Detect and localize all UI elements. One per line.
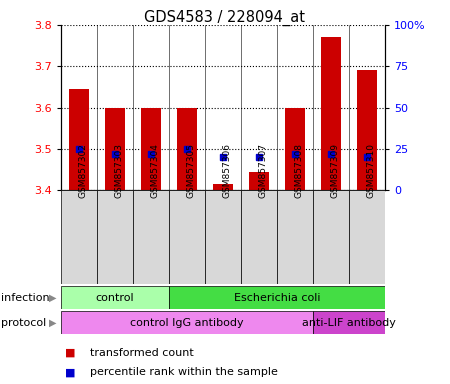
Text: ■: ■ xyxy=(65,367,76,377)
Bar xyxy=(69,89,89,190)
Bar xyxy=(213,184,233,190)
Text: GSM857305: GSM857305 xyxy=(187,142,196,198)
Text: GSM857309: GSM857309 xyxy=(331,142,340,198)
Bar xyxy=(249,172,269,190)
Text: GDS4583 / 228094_at: GDS4583 / 228094_at xyxy=(144,10,306,26)
Text: transformed count: transformed count xyxy=(90,348,194,358)
Text: GSM857306: GSM857306 xyxy=(223,142,232,198)
Text: Escherichia coli: Escherichia coli xyxy=(234,293,320,303)
Text: ■: ■ xyxy=(65,348,76,358)
Text: infection: infection xyxy=(1,293,50,303)
Text: GSM857308: GSM857308 xyxy=(295,142,304,198)
Bar xyxy=(349,190,385,284)
Text: GSM857302: GSM857302 xyxy=(79,143,88,198)
Bar xyxy=(321,37,341,190)
Text: ▶: ▶ xyxy=(49,318,56,328)
Bar xyxy=(169,286,385,309)
Text: GSM857307: GSM857307 xyxy=(259,142,268,198)
Bar xyxy=(313,311,385,334)
Bar xyxy=(133,190,169,284)
Text: control: control xyxy=(95,293,134,303)
Text: GSM857303: GSM857303 xyxy=(115,142,124,198)
Text: percentile rank within the sample: percentile rank within the sample xyxy=(90,367,278,377)
Bar xyxy=(97,190,133,284)
Text: GSM857304: GSM857304 xyxy=(151,143,160,198)
Bar xyxy=(205,190,241,284)
Bar xyxy=(61,190,97,284)
Text: ▶: ▶ xyxy=(49,293,56,303)
Text: GSM857310: GSM857310 xyxy=(367,142,376,198)
Text: anti-LIF antibody: anti-LIF antibody xyxy=(302,318,396,328)
Bar xyxy=(285,108,305,190)
Text: control IgG antibody: control IgG antibody xyxy=(130,318,243,328)
Text: protocol: protocol xyxy=(1,318,46,328)
Bar xyxy=(277,190,313,284)
Bar xyxy=(169,190,205,284)
Bar xyxy=(241,190,277,284)
Bar xyxy=(105,108,125,190)
Bar xyxy=(61,286,169,309)
Bar xyxy=(357,70,377,190)
Bar xyxy=(313,190,349,284)
Bar xyxy=(61,311,313,334)
Bar xyxy=(141,108,161,190)
Bar xyxy=(177,108,197,190)
